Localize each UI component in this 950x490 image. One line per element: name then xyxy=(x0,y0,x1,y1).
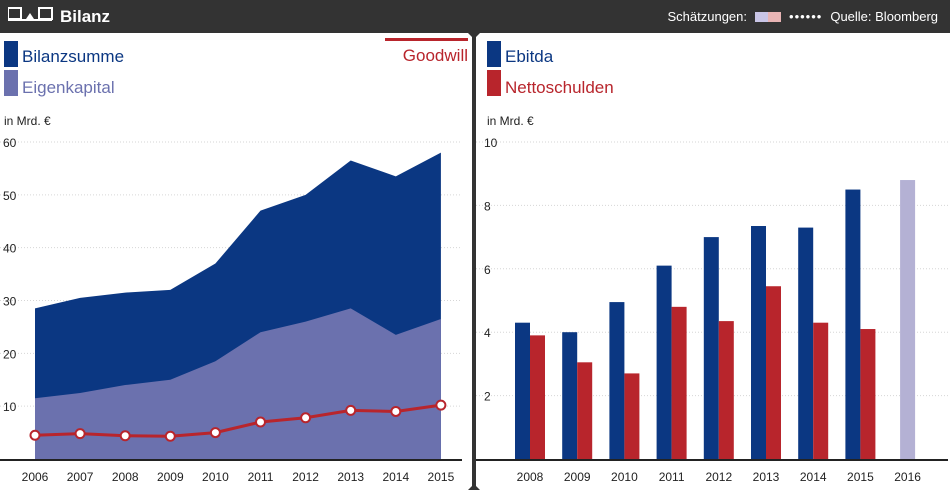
legend-swatch-ebitda xyxy=(487,41,501,67)
ytick-right-10: 10 xyxy=(484,136,498,150)
header-meta: Schätzungen: •••••• Quelle: Bloomberg xyxy=(668,9,939,24)
xtick-right-2016: 2016 xyxy=(894,470,921,484)
ytick-left-50: 50 xyxy=(3,189,17,203)
point-goodwill-2013 xyxy=(345,404,357,416)
legend-label-ebitda: Ebitda xyxy=(505,47,554,66)
line-goodwill xyxy=(34,403,442,438)
xtick-right-2009: 2009 xyxy=(564,470,591,484)
ytick-left-40: 40 xyxy=(3,242,17,256)
bar-ebitda-2015 xyxy=(845,189,861,460)
bar-nettoschulden-2008 xyxy=(530,335,545,459)
legend-swatch-bilanzsumme xyxy=(4,41,18,67)
bar-ebitda-2010 xyxy=(609,302,625,459)
legend-line-goodwill xyxy=(385,38,468,41)
xtick-left-2007: 2007 xyxy=(67,470,94,484)
xtick-right-2010: 2010 xyxy=(611,470,638,484)
xtick-left-2012: 2012 xyxy=(292,470,319,484)
source-label: Quelle: Bloomberg xyxy=(830,9,938,24)
legend-ebitda: Ebitda xyxy=(487,41,687,69)
legend-swatch-eigenkapital xyxy=(4,70,18,96)
xtick-left-2015: 2015 xyxy=(428,470,455,484)
xtick-right-2008: 2008 xyxy=(517,470,544,484)
bar-nettoschulden-2011 xyxy=(671,306,687,459)
bar-ebitda-2009 xyxy=(562,332,578,459)
bar-ebitda-2014 xyxy=(798,227,814,459)
estimates-label: Schätzungen: xyxy=(667,9,748,24)
bar-ebitda-2016 xyxy=(900,180,916,460)
legend-label-goodwill: Goodwill xyxy=(402,46,468,65)
estimate-swatch-red xyxy=(768,12,782,22)
xtick-left-2010: 2010 xyxy=(202,470,229,484)
legend-label-bilanzsumme: Bilanzsumme xyxy=(22,47,125,66)
header-bar: Bilanz Schätzungen: •••••• Quelle: Bloombe… xyxy=(0,0,950,33)
ytick-left-30: 30 xyxy=(3,295,17,309)
bar-nettoschulden-2012 xyxy=(718,321,734,459)
bar-nettoschulden-2010 xyxy=(624,373,640,459)
header-title: Bilanz xyxy=(60,7,111,26)
divider-arrow-bottom xyxy=(468,484,480,490)
xtick-left-2006: 2006 xyxy=(22,470,49,484)
point-goodwill-2012 xyxy=(300,412,312,424)
xtick-right-2013: 2013 xyxy=(753,470,780,484)
ytick-right-8: 8 xyxy=(484,199,491,213)
legend-label-nettoschulden: Nettoschulden xyxy=(505,78,614,97)
bar-nettoschulden-2014 xyxy=(813,322,829,459)
estimate-dots: •••••• xyxy=(789,9,823,24)
bar-ebitda-2011 xyxy=(656,265,672,459)
xtick-left-2009: 2009 xyxy=(157,470,184,484)
right-unit-label: in Mrd. € xyxy=(487,114,534,128)
panel-divider xyxy=(472,33,476,490)
xtick-right-2012: 2012 xyxy=(705,470,732,484)
bar-ebitda-2013 xyxy=(751,226,766,459)
ytick-right-2: 2 xyxy=(484,390,491,404)
xtick-right-2015: 2015 xyxy=(847,470,874,484)
point-goodwill-2010 xyxy=(209,427,221,439)
bar-ebitda-2008 xyxy=(515,322,530,459)
ytick-left-10: 10 xyxy=(3,400,17,414)
point-goodwill-2014 xyxy=(390,405,402,417)
point-goodwill-2006 xyxy=(29,429,41,441)
xtick-right-2014: 2014 xyxy=(800,470,827,484)
bar-nettoschulden-2009 xyxy=(577,362,593,459)
xtick-left-2013: 2013 xyxy=(337,470,364,484)
legend-eigenkapital: Eigenkapital xyxy=(4,70,204,98)
bar-nettoschulden-2013 xyxy=(766,286,781,459)
bar-nettoschulden-2015 xyxy=(860,329,876,459)
legend-bilanzsumme: Bilanzsumme xyxy=(4,41,204,69)
area-eigenkapital xyxy=(35,308,441,459)
xtick-left-2014: 2014 xyxy=(382,470,409,484)
divider-arrow-top xyxy=(468,33,480,39)
xtick-left-2011: 2011 xyxy=(248,470,274,484)
legend-goodwill: Goodwill xyxy=(385,38,470,68)
ytick-right-6: 6 xyxy=(484,263,491,277)
point-goodwill-2015 xyxy=(435,399,447,411)
legend-label-eigenkapital: Eigenkapital xyxy=(22,78,115,97)
ytick-left-20: 20 xyxy=(3,347,17,361)
ebitda-bar-chart: 2 4 6 8 10 2008 2009 2010 2011 2012 2013 2014 2015 20… xyxy=(476,136,948,484)
left-unit-label: in Mrd. € xyxy=(4,114,51,128)
point-goodwill-2008 xyxy=(119,430,131,442)
scale-icon xyxy=(8,7,53,21)
xtick-left-2008: 2008 xyxy=(112,470,139,484)
estimate-swatch-blue xyxy=(755,12,769,22)
bar-ebitda-2012 xyxy=(703,237,719,459)
ytick-left-60: 60 xyxy=(3,136,17,150)
legend-swatch-nettoschulden xyxy=(487,70,501,96)
point-goodwill-2007 xyxy=(74,428,86,440)
xtick-right-2011: 2011 xyxy=(659,470,685,484)
ytick-right-4: 4 xyxy=(484,326,491,340)
point-goodwill-2009 xyxy=(164,430,176,442)
bilanz-area-chart: 10 20 30 40 50 60 2006 2007 2008 2009 2010 2011 2012… xyxy=(0,136,462,484)
point-goodwill-2011 xyxy=(255,416,266,428)
legend-nettoschulden: Nettoschulden xyxy=(487,70,687,98)
